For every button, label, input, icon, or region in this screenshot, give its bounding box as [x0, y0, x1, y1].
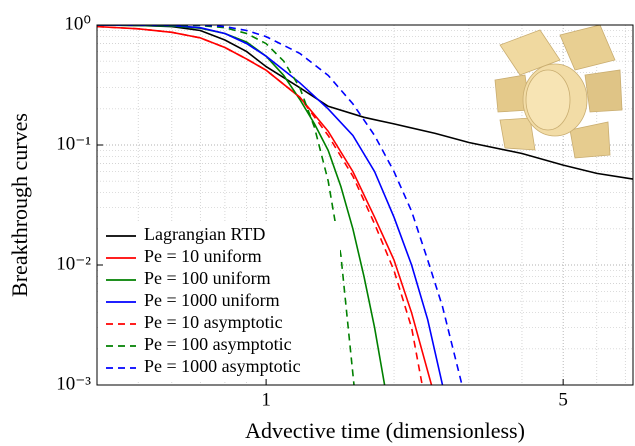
y-tick-label: 10⁻¹ — [56, 133, 91, 154]
legend-label: Lagrangian RTD — [144, 224, 265, 244]
x-tick-label: 1 — [261, 389, 271, 410]
x-tick-label: 5 — [558, 389, 568, 410]
y-tick-label: 10⁻² — [56, 253, 91, 274]
legend-label: Pe = 100 uniform — [144, 268, 271, 288]
chart: Advective time (dimensionless) Breakthro… — [0, 0, 635, 446]
y-axis-label: Breakthrough curves — [7, 113, 32, 297]
y-tick-label: 10⁰ — [64, 13, 91, 34]
x-axis-label: Advective time (dimensionless) — [245, 418, 525, 443]
packing-image — [495, 25, 622, 158]
y-tick-label: 10⁻³ — [56, 373, 91, 394]
legend-label: Pe = 1000 asymptotic — [144, 356, 301, 376]
legend-label: Pe = 10 asymptotic — [144, 312, 283, 332]
legend-label: Pe = 100 asymptotic — [144, 334, 292, 354]
legend-label: Pe = 10 uniform — [144, 246, 262, 266]
legend-label: Pe = 1000 uniform — [144, 290, 280, 310]
page: Advective time (dimensionless) Breakthro… — [0, 0, 635, 446]
